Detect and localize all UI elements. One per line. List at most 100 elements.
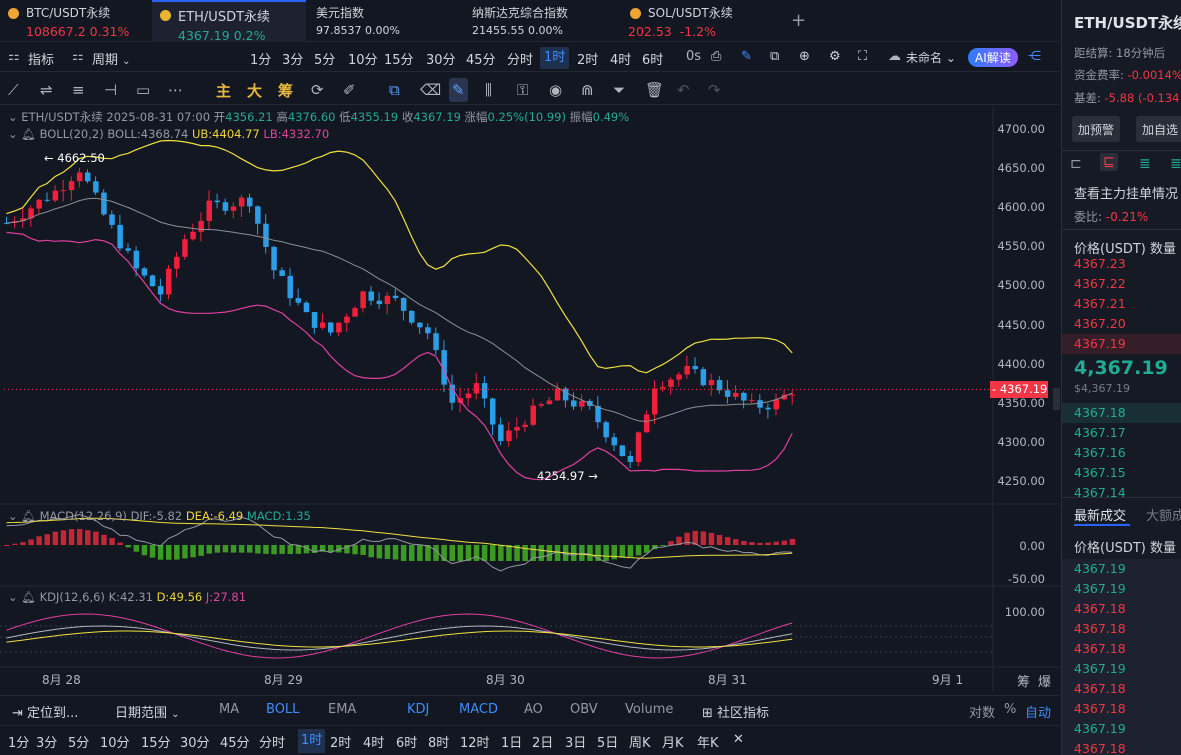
boll-button[interactable]: BOLL (266, 702, 300, 717)
bottom-interval-20[interactable]: 年K (697, 736, 719, 751)
ask-row[interactable]: 4367.20 (1074, 316, 1126, 331)
bottom-interval-9[interactable]: 2时 (330, 736, 352, 751)
filter-icon[interactable]: ⏷ (613, 81, 626, 99)
horizontal-ray-icon[interactable]: ⊣ (104, 81, 118, 99)
trend-line-icon[interactable]: ⟋ (8, 81, 19, 99)
interval-8[interactable]: 1时 (540, 47, 570, 69)
bottom-interval-6[interactable]: 45分 (220, 736, 250, 751)
interval-3[interactable]: 10分 (348, 53, 378, 68)
bottom-interval-16[interactable]: 3日 (565, 736, 587, 751)
date-range-button[interactable]: 日期范围 ⌄ (115, 702, 180, 721)
bottom-interval-8[interactable]: 1时 (298, 729, 326, 753)
interval-9[interactable]: 2时 (577, 53, 599, 68)
undo-icon[interactable]: ↶ (677, 81, 690, 99)
orderbook-link[interactable]: 查看主力挂单情况 (1074, 187, 1179, 202)
seconds-button[interactable]: 0s (686, 49, 702, 64)
chip-button[interactable]: 筹 (278, 82, 294, 100)
volume-button[interactable]: Volume (625, 702, 674, 717)
add-alert-button[interactable]: 加预警 (1072, 116, 1121, 142)
collapse-icon[interactable]: ⌄ (8, 590, 18, 604)
community-indicators-button[interactable]: ⊞ 社区指标 (702, 702, 769, 721)
latest-trades-tab[interactable]: 最新成交 (1074, 509, 1127, 524)
auto-scale-button[interactable]: 自动 (1025, 706, 1052, 721)
collapse-icon[interactable]: ⌄ (8, 509, 18, 523)
orderbook-bids-icon[interactable]: ≣ (1139, 156, 1151, 172)
share-icon[interactable]: ⋲ (1028, 49, 1041, 64)
bottom-interval-13[interactable]: 12时 (460, 736, 490, 751)
liquidation-button[interactable]: 爆 (1038, 675, 1052, 690)
tab-eth[interactable]: ETH/USDT永续 4367.19 0.2% (152, 0, 306, 43)
tab-dxy[interactable]: 美元指数 97.8537 0.00% (306, 0, 458, 42)
interval-5[interactable]: 30分 (426, 53, 456, 68)
rectangle-icon[interactable]: ▭ (136, 81, 151, 99)
log-scale-button[interactable]: 对数 (969, 706, 996, 721)
scroll-handle[interactable] (1053, 388, 1060, 410)
big-trades-tab[interactable]: 大额成 (1146, 509, 1181, 524)
fullscreen-icon[interactable]: ⛶ (858, 49, 868, 64)
bottom-interval-3[interactable]: 10分 (100, 736, 130, 751)
bid-row[interactable]: 4367.17 (1074, 425, 1126, 440)
pen-icon[interactable]: ✎ (741, 49, 752, 64)
bid-row[interactable]: 4367.18 (1062, 403, 1181, 423)
interval-0[interactable]: 1分 (250, 53, 272, 68)
interval-11[interactable]: 6时 (642, 53, 664, 68)
trash-icon[interactable]: 🗑 (645, 81, 665, 99)
collapse-icon[interactable]: ⌄ (8, 110, 18, 124)
bottom-interval-4[interactable]: 15分 (141, 736, 171, 751)
more-icon[interactable]: ⋯ (168, 81, 183, 99)
close-icon[interactable]: ✕ (733, 732, 744, 747)
ao-button[interactable]: AO (524, 702, 543, 717)
interval-7[interactable]: 分时 (507, 53, 534, 68)
ema-button[interactable]: EMA (328, 702, 357, 717)
ask-row[interactable]: 4367.21 (1074, 296, 1126, 311)
bottom-interval-5[interactable]: 30分 (180, 736, 210, 751)
tab-btc[interactable]: BTC/USDT永续 108667.2 0.31% (0, 0, 150, 42)
add-tab-icon[interactable]: + (791, 10, 807, 31)
settings-gear-icon[interactable]: ⚙ (829, 49, 841, 64)
big-order-button[interactable]: 大 (247, 82, 263, 100)
indicators-button[interactable]: 指标 (28, 53, 55, 68)
bell-icon[interactable]: 🔔︎ (21, 127, 36, 141)
bell-icon[interactable]: 🔔︎ (21, 590, 36, 604)
price-chart-svg[interactable] (0, 106, 1060, 691)
sync-icon[interactable]: ⟳ (311, 81, 324, 99)
popout-icon[interactable]: ⧉ (770, 49, 780, 64)
goto-button[interactable]: ⇥ 定位到... (12, 702, 78, 721)
bid-row[interactable]: 4367.16 (1074, 445, 1126, 460)
bottom-interval-15[interactable]: 2日 (532, 736, 554, 751)
interval-2[interactable]: 5分 (314, 53, 336, 68)
draw-mode-icon[interactable]: ✎ (449, 78, 468, 102)
interval-4[interactable]: 15分 (384, 53, 414, 68)
edit-icon[interactable]: ✐ (343, 81, 356, 99)
copy-icon[interactable]: ⧉ (389, 81, 400, 99)
interval-6[interactable]: 45分 (466, 53, 496, 68)
bottom-interval-2[interactable]: 5分 (68, 736, 90, 751)
bid-row[interactable]: 4367.14 (1074, 485, 1126, 500)
horizontal-lines-icon[interactable]: ≡ (72, 81, 85, 99)
bottom-interval-0[interactable]: 1分 (8, 736, 30, 751)
parallel-lines-icon[interactable]: ⇌ (40, 81, 53, 99)
eye-icon[interactable]: ◉ (549, 81, 563, 99)
orderbook-asks-icon[interactable]: ≣ (1170, 156, 1181, 172)
bid-row[interactable]: 4367.15 (1074, 465, 1126, 480)
bottom-interval-11[interactable]: 6时 (396, 736, 418, 751)
candle-type-icon[interactable]: ⫼ (485, 81, 492, 99)
add-favorite-button[interactable]: 加自选 (1136, 116, 1181, 142)
chip-dist-button[interactable]: 筹 (1017, 675, 1031, 690)
bell-icon[interactable]: 🔔︎ (21, 509, 36, 523)
bottom-interval-14[interactable]: 1日 (501, 736, 523, 751)
collapse-icon[interactable]: ⌄ (8, 127, 18, 141)
orderbook-mode-icon[interactable]: ⊑ (1100, 153, 1118, 171)
layout-name[interactable]: 未命名 ⌄ (906, 51, 956, 65)
lock-icon[interactable]: ⚿ (517, 81, 529, 99)
ask-row[interactable]: 4367.19 (1062, 334, 1181, 354)
redo-icon[interactable]: ↷ (708, 81, 721, 99)
bottom-interval-10[interactable]: 4时 (363, 736, 385, 751)
chart-area[interactable]: ⌄ ETH/USDT永续 2025-08-31 07:00 开4356.21 高… (0, 106, 1060, 691)
bottom-interval-18[interactable]: 周K (629, 736, 651, 751)
bottom-interval-17[interactable]: 5日 (597, 736, 619, 751)
bottom-interval-12[interactable]: 8时 (428, 736, 450, 751)
camera-icon[interactable]: ⎙ (711, 49, 722, 64)
macd-button[interactable]: MACD (459, 702, 498, 717)
bottom-interval-1[interactable]: 3分 (36, 736, 58, 751)
